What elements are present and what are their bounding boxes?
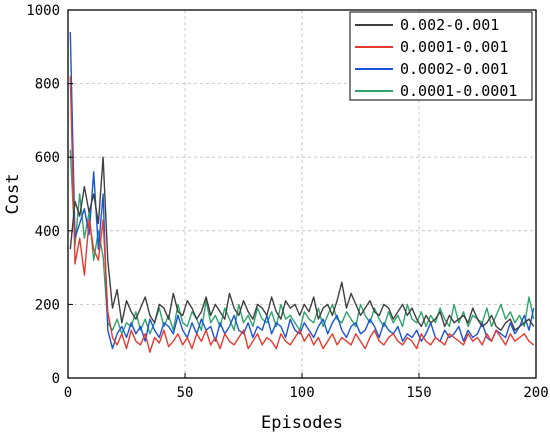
x-tick-label: 0	[64, 385, 72, 401]
legend-label: 0.0002-0.001	[400, 60, 508, 78]
x-tick-label: 200	[523, 385, 548, 401]
y-tick-label: 200	[35, 297, 60, 313]
series-line-0.0001-0.0001	[69, 149, 535, 335]
x-tick-label: 100	[289, 385, 314, 401]
y-axis-title: Cost	[3, 174, 23, 215]
axis-ticks: 0 50 100 150 200 0 200 400 600 800 1000	[26, 3, 548, 401]
series-line-0.002-0.001	[69, 156, 535, 331]
x-axis-title: Episodes	[261, 413, 343, 433]
y-tick-label: 400	[35, 224, 60, 240]
y-tick-label: 800	[35, 77, 60, 93]
legend-label: 0.0001-0.0001	[400, 82, 517, 100]
legend-box	[349, 11, 533, 101]
y-tick-label: 0	[52, 371, 60, 387]
legend-label: 0.002-0.001	[400, 16, 499, 34]
x-tick-label: 50	[177, 385, 194, 401]
series-line-0.0001-0.001	[69, 76, 535, 353]
x-tick-label: 150	[406, 385, 431, 401]
series-line-0.0002-0.001	[69, 32, 535, 350]
legend-label: 0.0001-0.001	[400, 38, 508, 56]
series-lines	[69, 32, 535, 353]
y-tick-label: 1000	[26, 3, 60, 19]
legend: 0.002-0.001 0.0001-0.001 0.0002-0.001 0.000…	[349, 11, 533, 101]
y-tick-label: 600	[35, 150, 60, 166]
